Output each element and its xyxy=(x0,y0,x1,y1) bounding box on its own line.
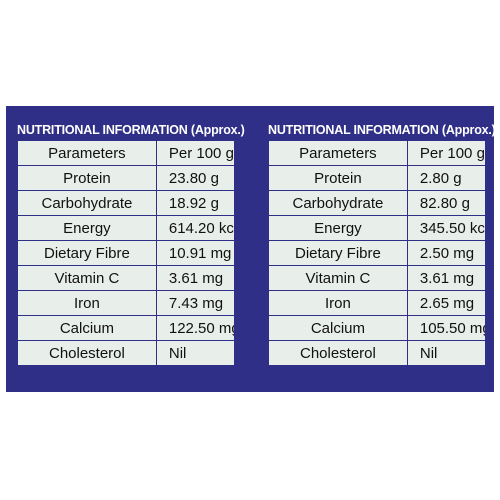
value-cell: 10.91 mg xyxy=(155,240,236,266)
value-cell: 2.65 mg xyxy=(406,290,487,316)
value-cell: 3.61 mg xyxy=(406,265,487,291)
header-parameters: Parameters xyxy=(268,140,408,166)
param-cell: Calcium xyxy=(17,315,157,341)
table-row: Cholesterol Nil xyxy=(17,340,236,366)
header-per-100g: Per 100 g xyxy=(155,140,236,166)
value-cell: 105.50 mg xyxy=(406,315,487,341)
param-cell: Iron xyxy=(17,290,157,316)
table-row: Calcium 105.50 mg xyxy=(268,315,487,341)
value-cell: 122.50 mg xyxy=(155,315,236,341)
value-cell: Nil xyxy=(155,340,236,366)
value-cell: 345.50 kcal xyxy=(406,215,487,241)
table-row: Protein 2.80 g xyxy=(268,165,487,191)
table-row: Energy 614.20 kcal xyxy=(17,215,236,241)
nutrition-block-right: NUTRITIONAL INFORMATION (Approx.) Parame… xyxy=(268,120,496,366)
value-cell: 82.80 g xyxy=(406,190,487,216)
table-row: Iron 2.65 mg xyxy=(268,290,487,316)
table-row: Dietary Fibre 10.91 mg xyxy=(17,240,236,266)
value-cell: 18.92 g xyxy=(155,190,236,216)
param-cell: Iron xyxy=(268,290,408,316)
table-header-row: Parameters Per 100 g xyxy=(268,140,487,166)
nutrition-title-left: NUTRITIONAL INFORMATION (Approx.) xyxy=(17,123,245,137)
nutrition-table-right: Parameters Per 100 g Protein 2.80 g Carb… xyxy=(268,140,487,366)
table-row: Iron 7.43 mg xyxy=(17,290,236,316)
table-row: Protein 23.80 g xyxy=(17,165,236,191)
value-cell: 2.50 mg xyxy=(406,240,487,266)
table-row: Cholesterol Nil xyxy=(268,340,487,366)
param-cell: Vitamin C xyxy=(268,265,408,291)
header-per-100g: Per 100 g xyxy=(406,140,487,166)
nutrition-title-right: NUTRITIONAL INFORMATION (Approx.) xyxy=(268,123,496,137)
value-cell: 3.61 mg xyxy=(155,265,236,291)
nutrition-table-left: Parameters Per 100 g Protein 23.80 g Car… xyxy=(17,140,236,366)
table-row: Vitamin C 3.61 mg xyxy=(268,265,487,291)
param-cell: Energy xyxy=(17,215,157,241)
param-cell: Protein xyxy=(268,165,408,191)
value-cell: 2.80 g xyxy=(406,165,487,191)
param-cell: Dietary Fibre xyxy=(268,240,408,266)
param-cell: Cholesterol xyxy=(268,340,408,366)
value-cell: 23.80 g xyxy=(155,165,236,191)
param-cell: Energy xyxy=(268,215,408,241)
table-row: Carbohydrate 18.92 g xyxy=(17,190,236,216)
param-cell: Carbohydrate xyxy=(17,190,157,216)
param-cell: Cholesterol xyxy=(17,340,157,366)
value-cell: 7.43 mg xyxy=(155,290,236,316)
table-row: Calcium 122.50 mg xyxy=(17,315,236,341)
param-cell: Dietary Fibre xyxy=(17,240,157,266)
table-header-row: Parameters Per 100 g xyxy=(17,140,236,166)
param-cell: Calcium xyxy=(268,315,408,341)
value-cell: Nil xyxy=(406,340,487,366)
table-row: Vitamin C 3.61 mg xyxy=(17,265,236,291)
value-cell: 614.20 kcal xyxy=(155,215,236,241)
table-row: Energy 345.50 kcal xyxy=(268,215,487,241)
table-row: Carbohydrate 82.80 g xyxy=(268,190,487,216)
param-cell: Vitamin C xyxy=(17,265,157,291)
nutrition-block-left: NUTRITIONAL INFORMATION (Approx.) Parame… xyxy=(17,120,245,366)
header-parameters: Parameters xyxy=(17,140,157,166)
table-row: Dietary Fibre 2.50 mg xyxy=(268,240,487,266)
param-cell: Protein xyxy=(17,165,157,191)
param-cell: Carbohydrate xyxy=(268,190,408,216)
